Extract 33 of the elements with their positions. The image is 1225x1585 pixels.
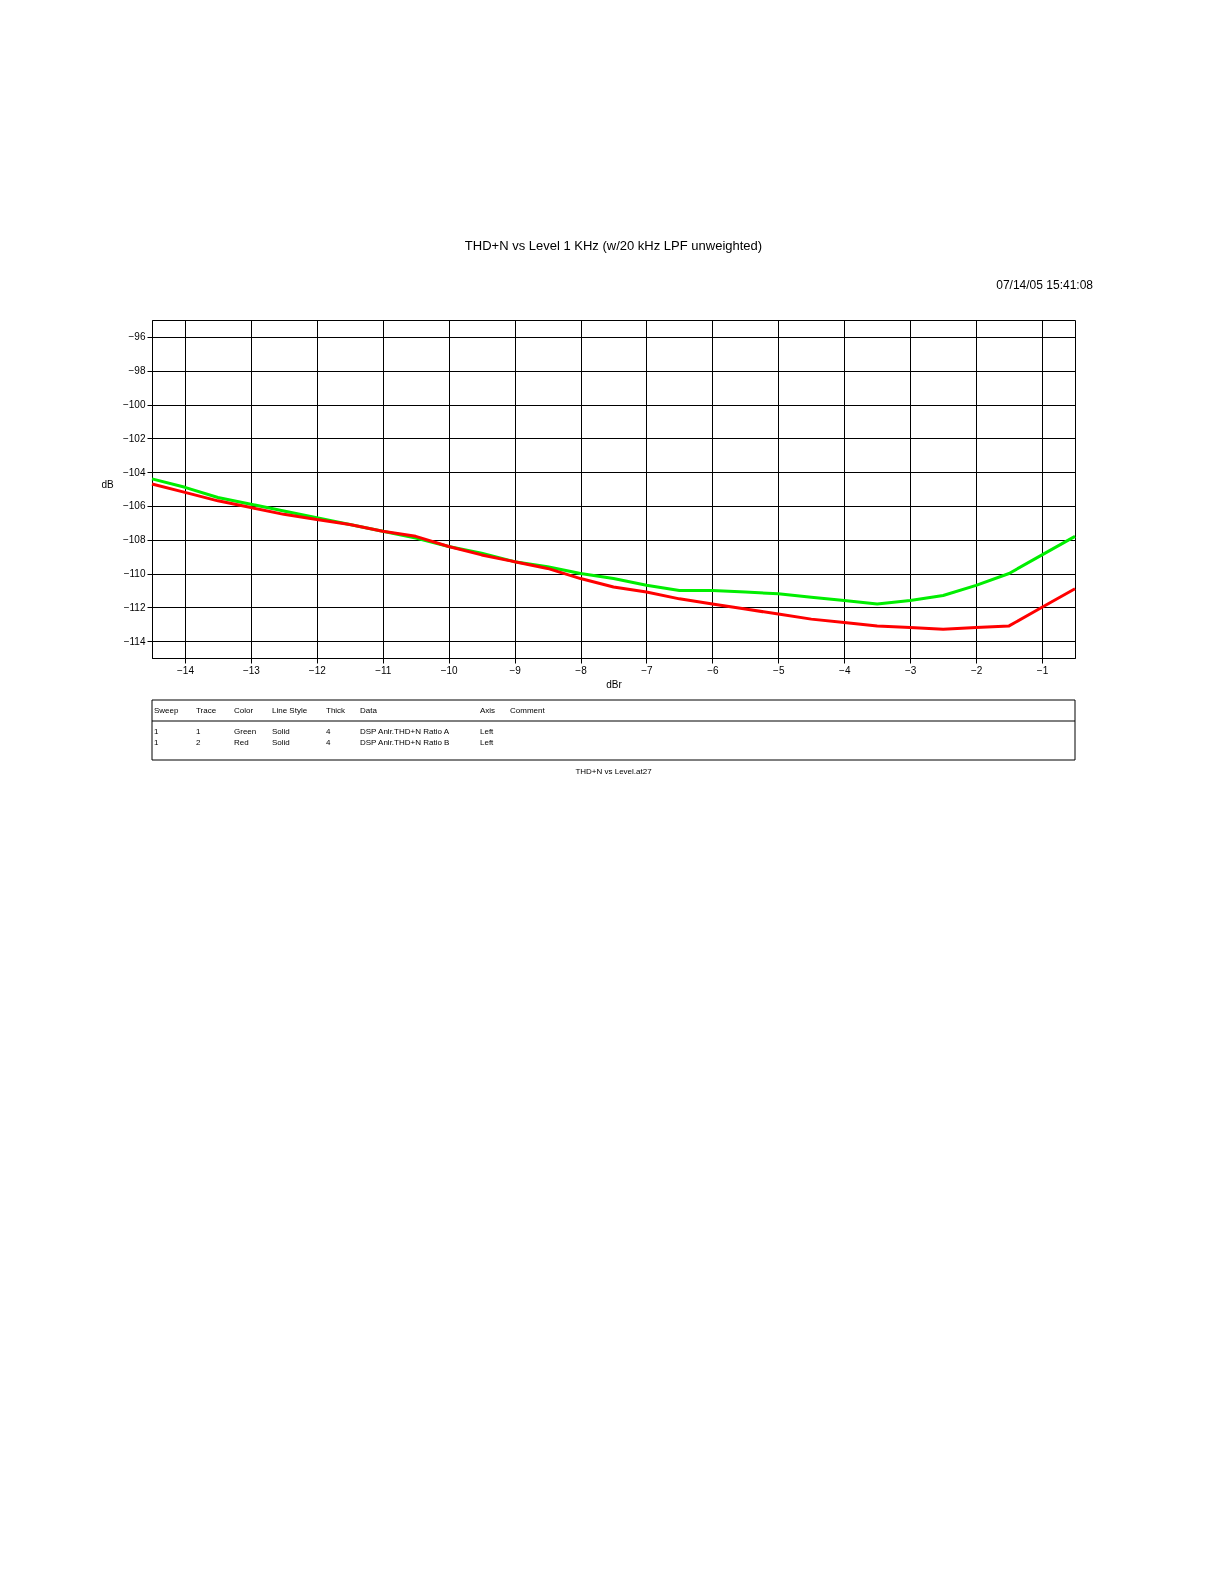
x-tick-label: −12: [308, 664, 327, 676]
chart-title: THD+N vs Level 1 KHz (w/20 kHz LPF unweighted): [464, 238, 763, 253]
text: THD+N vs Level.at27: [575, 767, 653, 776]
x-tick-label: −10: [440, 664, 459, 676]
x-tick-label: −8: [575, 664, 588, 676]
x-tick-label: −3: [904, 664, 917, 676]
x-tick-label: −13: [242, 664, 261, 676]
text: 1 1 Green Solid 4 DSP Anlr.THD+N Ratio A Left: [154, 727, 494, 736]
text: 1 2 Red Solid 4 DSP Anlr.THD+N Ratio B Left: [154, 738, 494, 747]
y-tick-label: −104: [122, 466, 146, 478]
x-tick-label: −11: [375, 664, 392, 676]
text: 07/14/05 15:41:08: [996, 278, 1094, 292]
y-tick-label: −110: [123, 568, 146, 579]
y-tick-label: −102: [122, 432, 146, 444]
x-tick-label: −1: [1036, 664, 1049, 676]
y-tick-label: −98: [128, 365, 146, 377]
y-tick-label: −96: [128, 331, 146, 343]
y-tick-label: −112: [123, 601, 146, 613]
x-tick-label: −6: [707, 664, 720, 676]
y-tick-label: −114: [123, 635, 146, 647]
text: Sweep Trace Color Line Style Thick Data Axis Comment: [154, 706, 545, 715]
y-tick-label: −108: [122, 534, 146, 546]
y-tick-label: −100: [122, 399, 146, 410]
y-axis-title: dB: [101, 478, 114, 490]
x-tick-label: −9: [509, 664, 522, 676]
x-tick-label: −7: [641, 664, 654, 676]
x-tick-label: −2: [970, 664, 983, 676]
x-tick-label: −14: [176, 664, 195, 676]
line-series: [150, 482, 1077, 631]
x-axis-title: dBr: [606, 678, 623, 690]
y-tick-label: −106: [122, 500, 146, 512]
x-tick-label: −4: [839, 664, 851, 676]
x-tick-label: −5: [773, 664, 785, 676]
